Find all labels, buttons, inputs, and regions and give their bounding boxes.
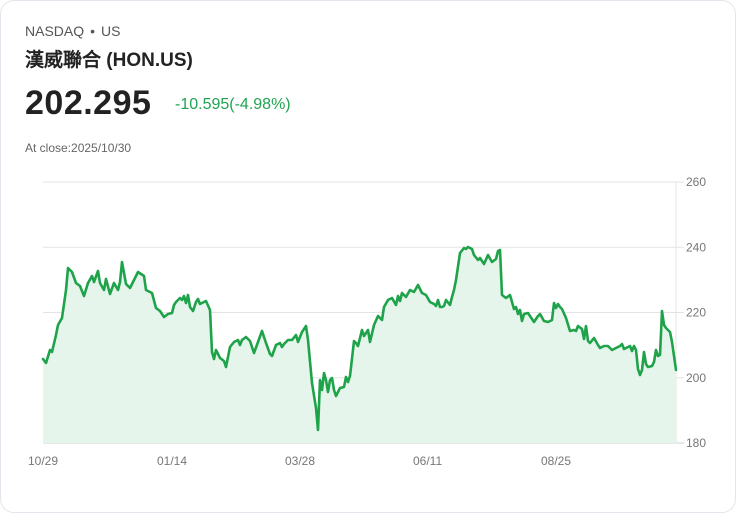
- x-tick-label: 03/28: [285, 454, 315, 468]
- x-tick-label: 06/11: [413, 454, 442, 468]
- close-time: At close:2025/10/30: [25, 141, 132, 155]
- x-tick-label: 08/25: [541, 454, 571, 468]
- y-tick-label: 260: [686, 175, 706, 189]
- price-change: -10.595(-4.98%): [175, 96, 291, 113]
- y-tick-label: 180: [686, 436, 706, 450]
- x-axis-labels: 10/29 01/14 03/28 06/11 08/25: [28, 454, 571, 468]
- y-tick-label: 240: [686, 240, 706, 254]
- x-tick-label: 10/29: [28, 454, 58, 468]
- y-axis-labels: 260 240 220 200 180: [686, 175, 706, 450]
- market-name: US: [101, 23, 121, 39]
- current-price: 202.295: [25, 84, 152, 122]
- y-tick-label: 200: [686, 371, 706, 385]
- price-line: [41, 245, 678, 432]
- exchange-name: NASDAQ: [25, 23, 85, 39]
- exchange-info: NASDAQ • US: [25, 23, 120, 39]
- x-tick-label: 01/14: [157, 454, 187, 468]
- y-tick-label: 220: [686, 306, 706, 320]
- separator-dot: •: [90, 23, 96, 39]
- stock-title: 漢威聯合 (HON.US): [25, 50, 193, 71]
